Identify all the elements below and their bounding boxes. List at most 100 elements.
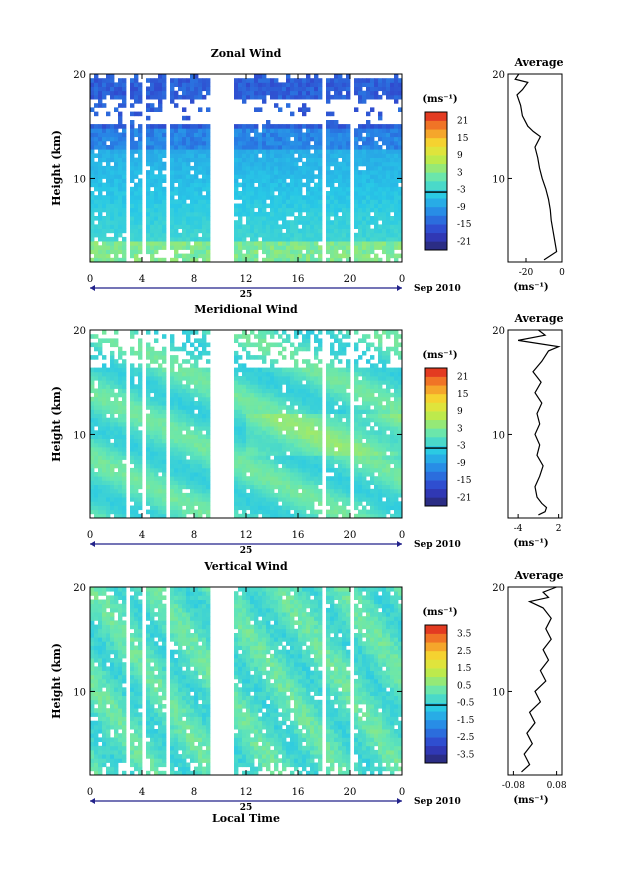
heat-cell [110, 220, 115, 225]
heat-cell [114, 145, 119, 150]
heat-cell [106, 161, 111, 167]
heat-cell [130, 228, 135, 234]
heat-cell [174, 376, 179, 381]
heat-cell [334, 174, 339, 179]
heat-cell [342, 505, 347, 511]
heat-cell [374, 405, 379, 410]
heat-cell [274, 476, 279, 481]
heat-cell [138, 396, 143, 402]
heat-cell [198, 132, 203, 138]
heat-cell [174, 249, 179, 255]
heat-cell [106, 480, 111, 485]
heat-cell [246, 438, 251, 444]
heat-cell [234, 380, 239, 385]
heat-cell [366, 438, 371, 444]
heat-cell [342, 140, 347, 146]
heat-cell [330, 426, 335, 431]
heat-cell [134, 401, 139, 406]
heat-cell [354, 241, 359, 246]
heat-cell [362, 236, 367, 242]
heat-cell [298, 476, 303, 481]
heat-cell [202, 157, 207, 163]
heat-cell [278, 413, 283, 419]
heat-cell [266, 136, 271, 142]
heat-cell [250, 376, 255, 381]
heat-cell [290, 497, 295, 502]
heat-cell [178, 78, 183, 83]
heat-cell [390, 245, 395, 250]
heat-cell [274, 447, 279, 452]
heat-cell [318, 220, 323, 225]
average-profile-line [514, 73, 558, 261]
heat-cell [382, 350, 387, 356]
heat-cell [114, 157, 119, 163]
heat-cell [298, 371, 303, 377]
heat-cell [106, 467, 111, 473]
heat-cell [202, 211, 207, 217]
heat-cell [194, 124, 199, 129]
heat-cell [190, 94, 195, 100]
heat-cell [274, 467, 279, 473]
heat-cell [178, 174, 183, 179]
heat-cell [254, 78, 259, 83]
heat-cell [198, 161, 203, 167]
heat-cell [342, 488, 347, 494]
heat-cell [378, 136, 383, 142]
heat-cell [138, 480, 143, 485]
heat-cell [262, 505, 267, 511]
heat-cell [394, 74, 399, 79]
heat-cell [306, 199, 311, 204]
heat-cell [138, 413, 143, 419]
heat-cell [342, 447, 347, 452]
heat-cell [114, 434, 119, 439]
heat-cell [174, 476, 179, 481]
heat-cell [290, 447, 295, 452]
heat-cell [334, 216, 339, 221]
heat-cell [298, 388, 303, 394]
heat-cell [130, 78, 135, 83]
heat-cell [106, 245, 111, 250]
heat-cell [262, 170, 267, 175]
heat-cell [158, 513, 163, 519]
heat-cell [310, 211, 315, 217]
heat-cell [266, 392, 271, 398]
heat-cell [190, 220, 195, 225]
heat-cell [122, 392, 127, 398]
heat-cell [346, 157, 351, 163]
heat-cell [278, 241, 283, 246]
heat-cell [254, 199, 259, 204]
heat-cell [118, 405, 123, 410]
heat-cell [382, 161, 387, 167]
heat-cell [138, 82, 143, 87]
heat-cell [314, 338, 319, 343]
heat-cell [318, 207, 323, 213]
heat-cell [294, 413, 299, 419]
heat-cell [290, 178, 295, 183]
heat-cell [90, 241, 95, 246]
heat-cell [134, 392, 139, 398]
heat-cell [374, 257, 379, 263]
heat-cell [314, 128, 319, 133]
heat-cell [358, 249, 363, 255]
heat-cell [250, 90, 255, 96]
heat-cell [250, 417, 255, 423]
heat-cell [114, 207, 119, 213]
heat-cell [358, 451, 363, 456]
heat-cell [366, 228, 371, 234]
heat-cell [138, 447, 143, 452]
heat-cell [338, 367, 343, 373]
heat-cell [278, 513, 283, 519]
heat-cell [186, 203, 191, 209]
heat-cell [282, 249, 287, 255]
heat-cell [346, 371, 351, 377]
heat-cell [306, 405, 311, 410]
heat-cell [314, 195, 319, 200]
heat-cell [258, 241, 263, 246]
heat-cell [110, 128, 115, 133]
heat-cell [306, 346, 311, 352]
heat-cell [90, 203, 95, 209]
heat-cell [202, 421, 207, 427]
heat-cell [290, 170, 295, 175]
heat-cell [102, 488, 107, 494]
heat-cell [178, 153, 183, 158]
